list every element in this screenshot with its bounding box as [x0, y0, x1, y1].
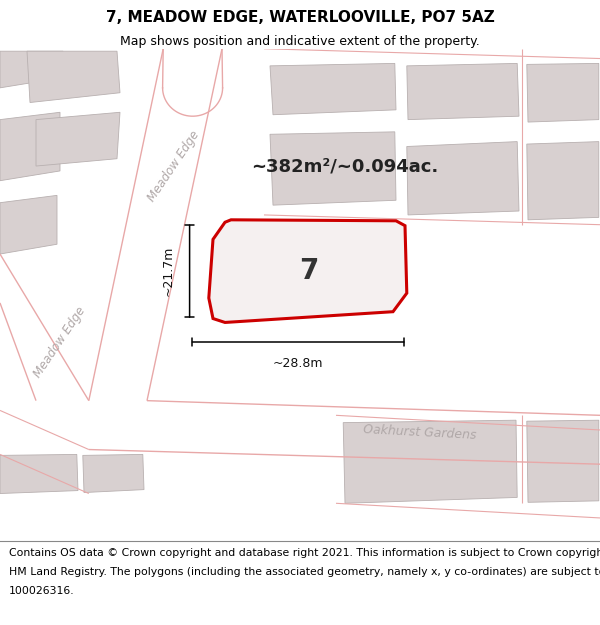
Polygon shape: [270, 132, 396, 205]
Polygon shape: [27, 51, 120, 102]
Polygon shape: [527, 420, 599, 502]
Text: Oakhurst Gardens: Oakhurst Gardens: [363, 423, 477, 442]
Polygon shape: [343, 420, 517, 503]
Polygon shape: [527, 142, 599, 220]
Text: 7: 7: [299, 257, 319, 285]
Text: 100026316.: 100026316.: [9, 586, 74, 596]
Text: Meadow Edge: Meadow Edge: [32, 304, 88, 380]
Text: Contains OS data © Crown copyright and database right 2021. This information is : Contains OS data © Crown copyright and d…: [9, 548, 600, 558]
Polygon shape: [0, 112, 60, 181]
Polygon shape: [407, 63, 519, 119]
Text: ~21.7m: ~21.7m: [161, 246, 175, 296]
Polygon shape: [0, 454, 78, 494]
Polygon shape: [0, 196, 57, 254]
Polygon shape: [270, 63, 396, 115]
Polygon shape: [36, 112, 120, 166]
Polygon shape: [0, 51, 63, 88]
Text: Meadow Edge: Meadow Edge: [146, 128, 202, 204]
Text: Map shows position and indicative extent of the property.: Map shows position and indicative extent…: [120, 35, 480, 48]
Text: ~382m²/~0.094ac.: ~382m²/~0.094ac.: [251, 157, 439, 175]
Polygon shape: [407, 142, 519, 215]
Text: ~28.8m: ~28.8m: [273, 357, 323, 369]
Text: 7, MEADOW EDGE, WATERLOOVILLE, PO7 5AZ: 7, MEADOW EDGE, WATERLOOVILLE, PO7 5AZ: [106, 10, 494, 25]
Polygon shape: [209, 220, 407, 322]
Text: HM Land Registry. The polygons (including the associated geometry, namely x, y c: HM Land Registry. The polygons (includin…: [9, 568, 600, 578]
Polygon shape: [527, 63, 599, 122]
Polygon shape: [83, 454, 144, 493]
